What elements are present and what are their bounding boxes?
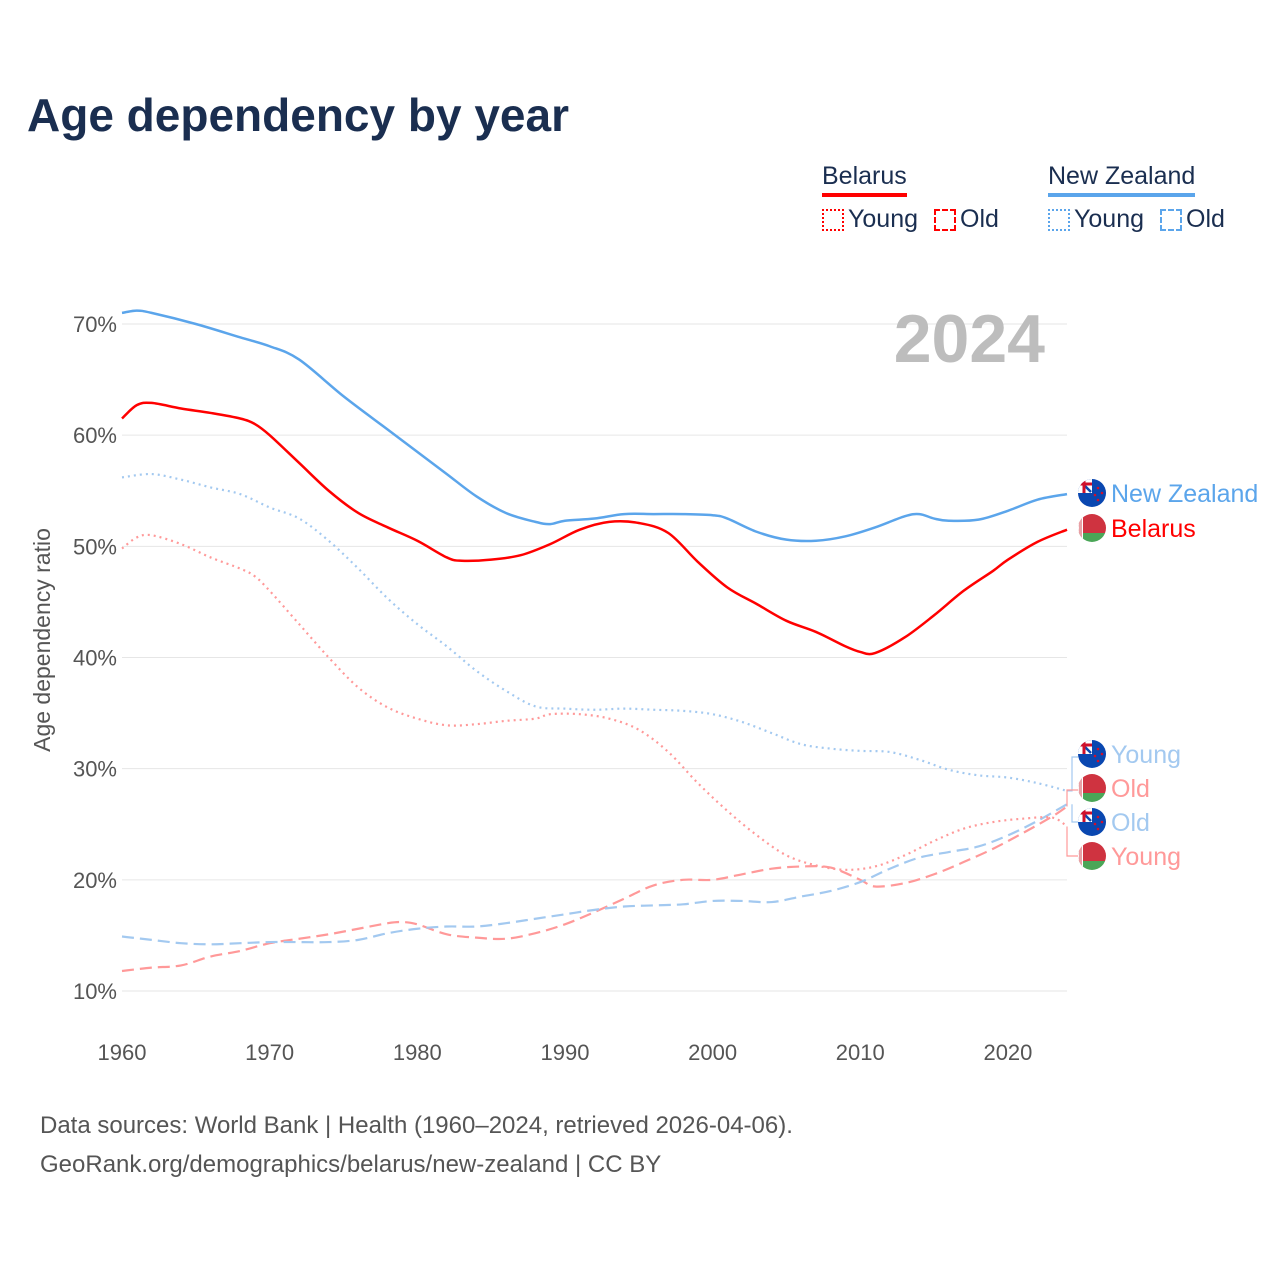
legend-new-zealand-title: New Zealand <box>1048 162 1196 197</box>
y-axis-label: Age dependency ratio <box>29 528 55 752</box>
y-tick-label: 60% <box>73 423 117 448</box>
y-tick-label: 30% <box>73 757 117 782</box>
x-tick-label: 2020 <box>983 1040 1032 1065</box>
end-label-belarus: Old <box>1078 774 1150 803</box>
end-label-text: Young <box>1111 843 1181 871</box>
dotted-swatch-icon <box>822 208 844 231</box>
y-tick-label: 20% <box>73 868 117 893</box>
source-note: Data sources: World Bank | Health (1960–… <box>40 1112 793 1139</box>
legend-label: Old <box>960 205 999 233</box>
end-label-belarus: Belarus <box>1078 514 1196 543</box>
legend-belarus-old[interactable]: Old <box>934 205 999 234</box>
end-label-text: Young <box>1111 741 1181 769</box>
year-watermark: 2024 <box>894 301 1045 377</box>
belarus-flag-icon <box>1078 842 1106 870</box>
x-tick-label: 1990 <box>540 1040 589 1065</box>
legend-label: Young <box>848 205 918 233</box>
attribution[interactable]: GeoRank.org/demographics/belarus/new-zea… <box>40 1151 662 1178</box>
legend-label: Young <box>1074 205 1144 233</box>
x-tick-label: 2000 <box>688 1040 737 1065</box>
end-label-text: Old <box>1111 775 1150 803</box>
legend-belarus-title: Belarus <box>822 162 907 197</box>
y-tick-label: 50% <box>73 534 117 559</box>
legend-new-zealand: New Zealand Young Old <box>1048 162 1225 234</box>
belarus-flag-icon <box>1078 774 1106 802</box>
series-line-new-zealand <box>121 309 1068 543</box>
label-connector <box>1067 756 1078 823</box>
dashed-swatch-icon <box>934 208 956 231</box>
y-tick-label: 40% <box>73 646 117 671</box>
dashed-swatch-icon <box>1160 208 1182 231</box>
series-line-belarus-old <box>121 805 1068 973</box>
end-label-belarus: Young <box>1078 842 1181 871</box>
legend-label: Old <box>1186 205 1225 233</box>
belarus-flag-icon <box>1078 514 1106 542</box>
series-line-new-zealand-old <box>121 803 1068 946</box>
y-tick-label: 10% <box>73 979 117 1004</box>
series-line-belarus-young <box>121 533 1068 871</box>
x-tick-label: 1980 <box>393 1040 442 1065</box>
end-label-text: Old <box>1111 809 1150 837</box>
new-zealand-flag-icon <box>1078 479 1106 507</box>
dotted-swatch-icon <box>1048 208 1070 231</box>
y-tick-label: 70% <box>73 312 117 337</box>
end-label-text: Belarus <box>1111 515 1196 543</box>
new-zealand-flag-icon <box>1078 740 1106 768</box>
footer: Data sources: World Bank | Health (1960–… <box>40 1106 793 1184</box>
end-label-new-zealand: Young <box>1078 740 1181 769</box>
x-tick-label: 1960 <box>98 1040 147 1065</box>
chart-title: Age dependency by year <box>27 89 569 141</box>
x-tick-label: 1970 <box>245 1040 294 1065</box>
end-label-new-zealand: New Zealand <box>1078 479 1258 508</box>
new-zealand-flag-icon <box>1078 808 1106 836</box>
series-line-new-zealand-young <box>121 472 1068 792</box>
x-tick-label: 2010 <box>836 1040 885 1065</box>
end-label-new-zealand: Old <box>1078 808 1150 837</box>
legend-belarus-young[interactable]: Young <box>822 205 918 234</box>
legend-nz-young[interactable]: Young <box>1048 205 1144 234</box>
label-connector <box>1066 789 1078 857</box>
series-line-belarus <box>121 401 1068 656</box>
legend-belarus: Belarus Young Old <box>822 162 999 234</box>
end-label-text: New Zealand <box>1111 480 1258 508</box>
legend-nz-old[interactable]: Old <box>1160 205 1225 234</box>
